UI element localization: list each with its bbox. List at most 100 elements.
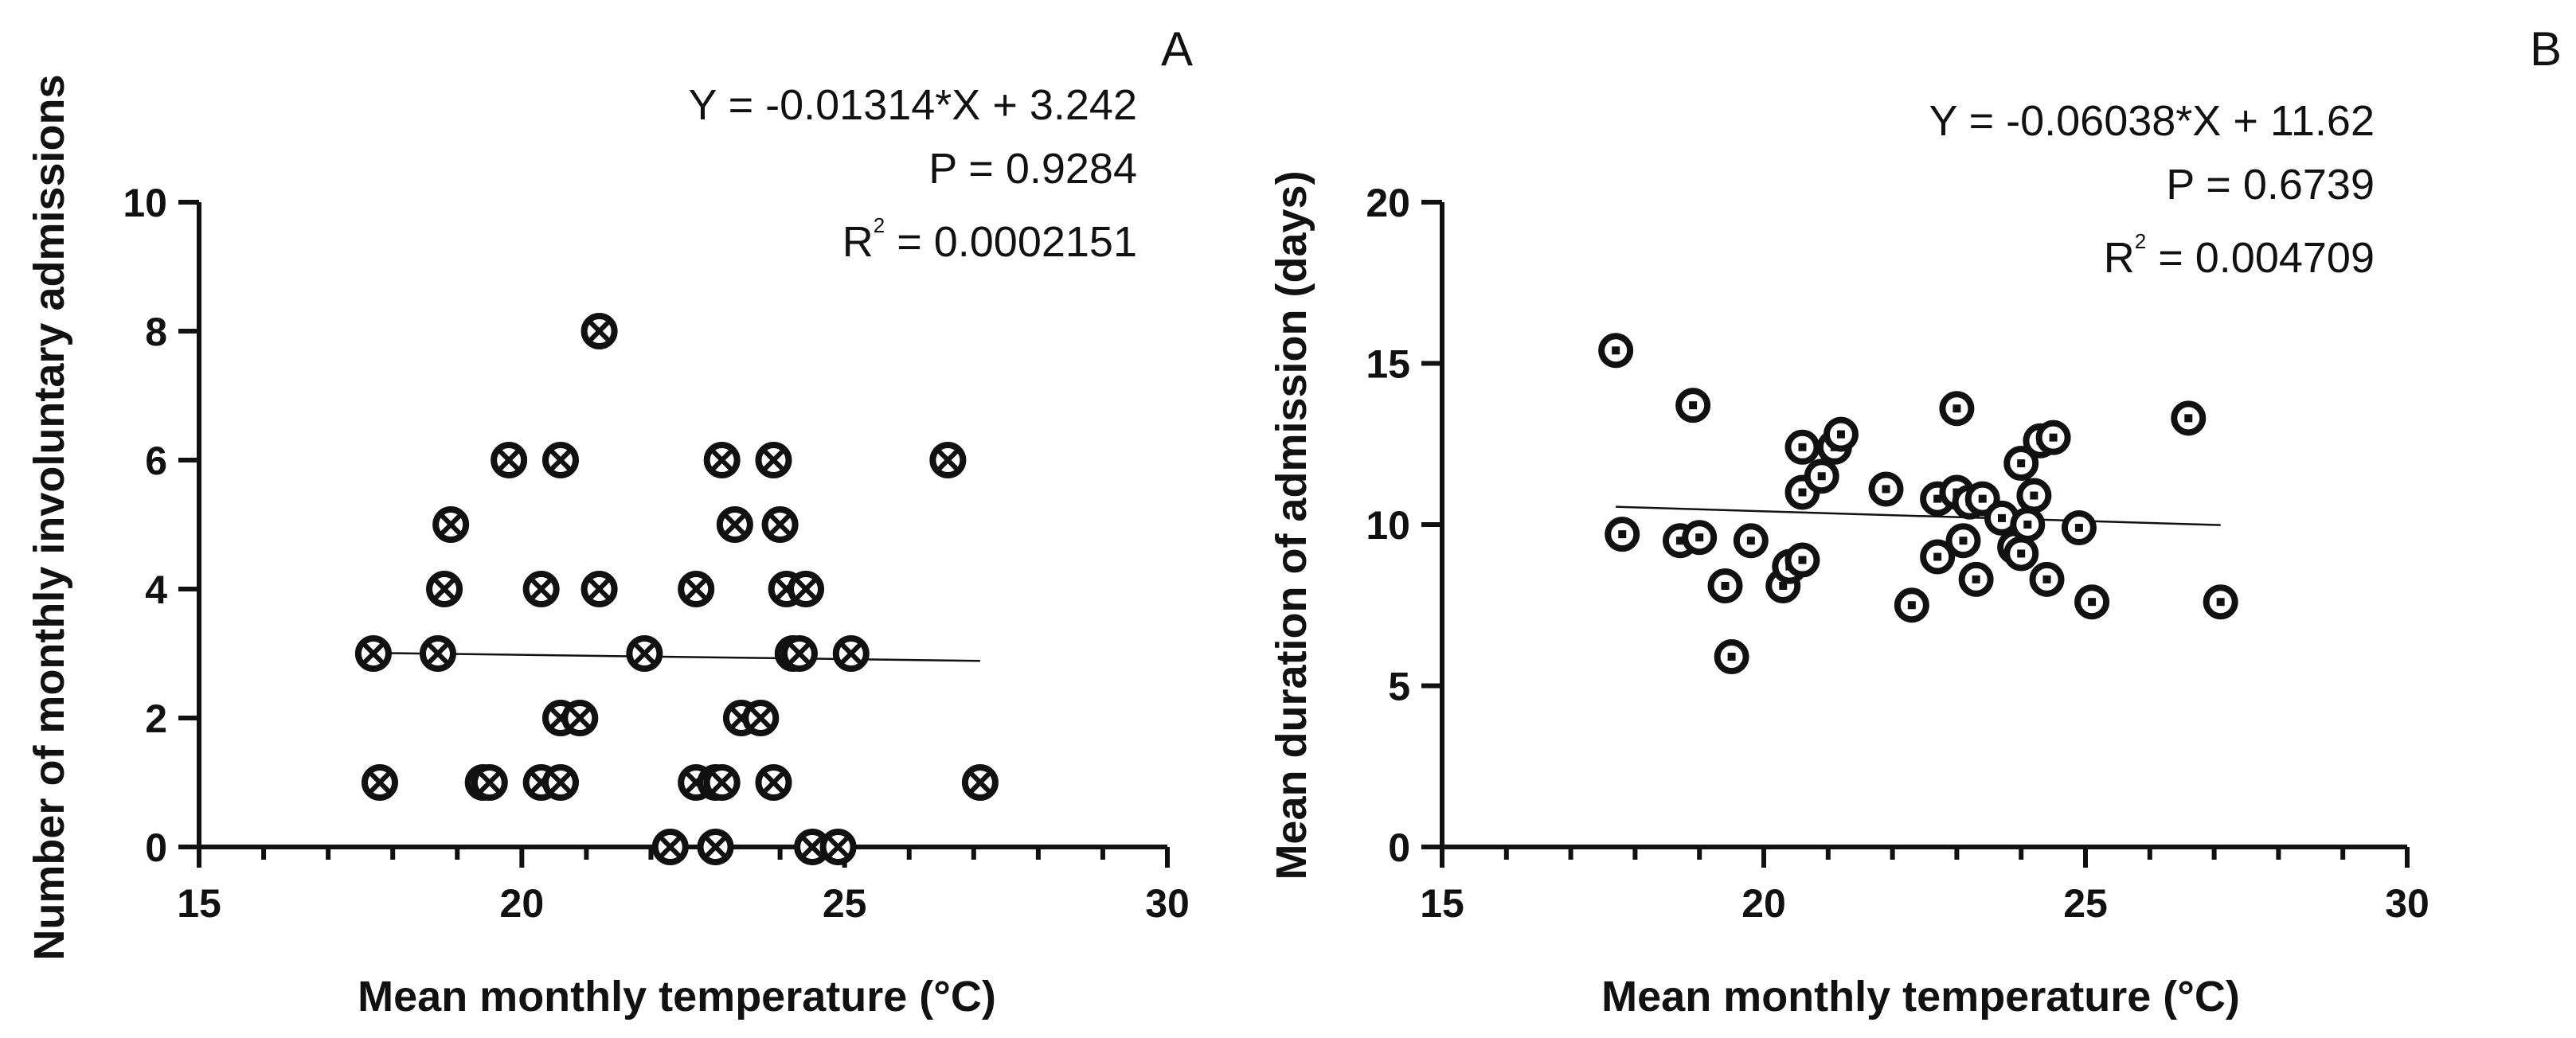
panel-b-data-point [1682,520,1718,556]
panel-b-data-point [1868,471,1904,507]
panel-a-data-point [580,313,618,349]
panel-a-data-point [755,764,792,801]
marker-dot [2088,598,2097,607]
marker-dot [1779,581,1788,590]
marker-dot [1798,443,1807,451]
marker-cross [711,449,733,471]
panel-b-axes: 15 20 25 30 0 5 10 15 20 [1366,181,2429,926]
panel-a-y-tick-label: 8 [145,310,167,354]
panel-b-data-point [1784,542,1820,578]
panel-a-data-point [794,829,831,865]
panel-a-r-sup: 2 [874,213,885,237]
panel-a-data-point [832,635,870,672]
panel-a-r-squared: R2 = 0.0002151 [842,213,1137,266]
panel-b-data-point [1958,561,1994,597]
panel-b-data-point [1945,523,1981,559]
panel-b-data-point [2074,584,2110,620]
panel-b-data-point [2016,478,2052,513]
marker-dot [2049,433,2058,442]
panel-a-data-point [491,442,528,478]
panel-a-data-point [419,635,456,672]
panel-a-data-point [541,442,579,478]
panel-b-data-point [1733,523,1769,559]
panel-a-axes: 15 20 25 30 0 2 4 6 8 10 [123,181,1189,926]
marker-dot [1612,346,1620,355]
panel-a-data-point [929,442,967,478]
panel-a-r-value: = 0.0002151 [885,218,1137,266]
marker-cross [711,771,733,794]
marker-dot [1997,513,2006,522]
marker-cross [659,836,681,858]
panel-b-data-point [1784,429,1820,465]
panel-b-r-squared: R2 = 0.004709 [2104,229,2375,282]
panel-b-x-tick-label: 30 [2385,881,2429,926]
marker-dot [2184,414,2193,423]
panel-b-data-point [1598,333,1634,369]
panel-b-data-point [1707,568,1743,603]
marker-dot [1836,430,1845,439]
panel-b-data-point [1920,539,1956,575]
marker-cross [588,578,610,600]
panel-a-data-point [716,506,753,543]
panel-b-x-tick-label: 15 [1420,881,1464,926]
panel-a-y-axis-title: Number of monthly involuntary admissions [25,74,73,960]
panel-b-data-point [1605,517,1640,552]
marker-cross [433,578,455,600]
marker-cross [969,771,991,794]
marker-dot [1675,537,1684,545]
panel-a: A Y = -0.01314*X + 3.242 P = 0.9284 R2 =… [25,22,1193,1020]
panel-b-data-point [2010,507,2046,542]
marker-cross [840,642,862,665]
panel-b-data-point [1939,391,1975,427]
panel-a-data-point [426,571,463,607]
marker-dot [1798,488,1807,497]
marker-cross [549,771,572,794]
marker-dot [2017,459,2026,468]
panel-b-data-point [2171,400,2207,436]
panel-a-data-point [541,764,579,801]
marker-cross [530,578,552,600]
marker-dot [1695,533,1704,542]
panel-a-letter: A [1161,22,1193,76]
panel-a-data-point [697,829,734,865]
panel-a-data-point [471,764,508,801]
panel-a-data-point [580,571,618,607]
marker-dot [1689,401,1698,410]
marker-cross [686,578,707,600]
panel-a-x-tick-label: 20 [500,881,545,926]
panel-a-data-point [703,764,741,801]
marker-dot [1721,581,1730,590]
marker-dot [1972,575,1980,583]
marker-cross [763,771,784,794]
marker-cross [769,513,791,536]
marker-dot [1727,653,1736,661]
panel-a-data-point [755,442,792,478]
marker-dot [1746,537,1755,545]
panel-a-data-point [961,764,999,801]
panel-b-y-tick-label: 20 [1366,181,1410,225]
marker-dot [1618,530,1627,539]
panel-a-data-point [561,700,599,736]
marker-dot [2023,521,2032,529]
panel-a-y-tick-label: 0 [145,825,167,870]
marker-dot [2074,524,2083,533]
marker-cross [362,642,385,665]
panel-b-data-point [1823,416,1859,452]
panel-a-data-point [626,635,663,672]
marker-dot [1882,485,1890,494]
marker-dot [1933,494,1942,503]
panel-a-data-point [361,764,398,801]
panel-b-r-letter: R [2104,234,2135,282]
panel-a-y-tick-label: 4 [145,568,167,612]
panel-a-x-tick-label: 15 [177,881,221,926]
panel-b-y-tick-label: 10 [1366,503,1410,548]
panel-a-data-point [522,571,560,607]
marker-dot [1907,601,1916,610]
panel-b-data-point [2029,561,2065,597]
panel-a-data-point [432,506,470,543]
marker-cross [763,449,784,471]
panel-a-data-point [651,829,689,865]
panel-a-data-point [780,635,818,672]
marker-cross [795,578,817,600]
